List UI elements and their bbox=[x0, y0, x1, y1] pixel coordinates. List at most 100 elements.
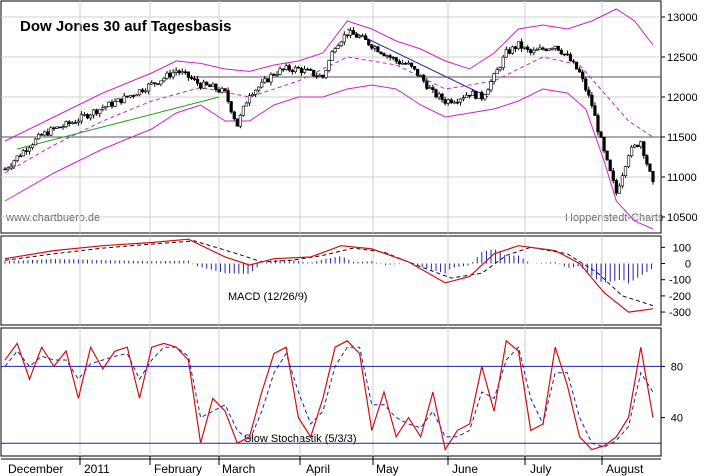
candle-body bbox=[336, 45, 340, 49]
candle-body bbox=[238, 114, 242, 127]
candle-body bbox=[278, 68, 282, 75]
trendline bbox=[17, 96, 220, 150]
month-label-december: December bbox=[8, 462, 63, 476]
candle-body bbox=[266, 78, 270, 83]
candle-body bbox=[516, 41, 521, 50]
price-tick-label: 11000 bbox=[667, 172, 697, 184]
candle-body bbox=[284, 65, 288, 70]
candle-body bbox=[147, 83, 151, 92]
candle-body bbox=[345, 34, 349, 37]
candle-body bbox=[312, 69, 316, 77]
candle-body bbox=[101, 107, 105, 110]
candle-body bbox=[483, 94, 487, 100]
candle-body bbox=[189, 77, 194, 79]
candle-body bbox=[535, 49, 539, 51]
macd-tick-label: -100 bbox=[669, 275, 691, 287]
candle-body bbox=[532, 49, 536, 53]
candle-body bbox=[333, 48, 337, 53]
candle-body bbox=[220, 88, 224, 93]
candle-body bbox=[382, 53, 386, 57]
candle-body bbox=[76, 120, 80, 123]
candle-body bbox=[501, 56, 505, 68]
candle-body bbox=[272, 74, 276, 76]
candle-body bbox=[461, 97, 466, 100]
candle-body bbox=[144, 90, 148, 93]
month-label-june: June bbox=[452, 462, 478, 476]
candle-body bbox=[159, 80, 163, 85]
candle-body bbox=[116, 98, 120, 102]
candle-body bbox=[608, 159, 612, 172]
candle-body bbox=[425, 80, 429, 89]
candle-body bbox=[330, 51, 334, 61]
candle-body bbox=[440, 93, 444, 100]
candle-body bbox=[306, 68, 310, 71]
candle-body bbox=[547, 48, 551, 51]
candle-body bbox=[27, 147, 32, 152]
candle-body bbox=[538, 47, 542, 50]
candle-body bbox=[354, 34, 359, 38]
trendline bbox=[347, 28, 489, 98]
price-tick-label: 12500 bbox=[667, 52, 698, 64]
price-tick-label: 13000 bbox=[667, 12, 698, 24]
macd-tick-label: -200 bbox=[669, 291, 691, 303]
candle-body bbox=[232, 111, 236, 120]
candle-body bbox=[40, 134, 44, 136]
candle-body bbox=[416, 68, 420, 76]
candle-body bbox=[61, 126, 65, 128]
candle-body bbox=[544, 48, 548, 51]
candle-body bbox=[205, 81, 209, 86]
candle-body bbox=[495, 69, 499, 75]
macd-label: MACD (12/26/9) bbox=[228, 291, 307, 303]
candle-body bbox=[263, 78, 267, 83]
candle-body bbox=[422, 75, 426, 82]
candle-body bbox=[244, 102, 249, 107]
candle-body bbox=[293, 66, 297, 73]
candle-body bbox=[562, 53, 566, 56]
candle-body bbox=[419, 75, 423, 77]
candle-body bbox=[162, 77, 166, 82]
candle-body bbox=[208, 84, 212, 87]
candle-body bbox=[324, 70, 328, 78]
candle-body bbox=[327, 60, 331, 71]
candle-body bbox=[107, 101, 111, 107]
candle-body bbox=[565, 53, 570, 56]
candle-body bbox=[351, 30, 356, 35]
chart-title: Dow Jones 30 auf Tagesbasis bbox=[20, 18, 231, 35]
candle-body bbox=[361, 35, 365, 38]
candle-body bbox=[269, 74, 273, 83]
candle-body bbox=[302, 68, 307, 73]
candle-body bbox=[6, 167, 10, 170]
candle-body bbox=[376, 46, 380, 53]
candle-body bbox=[254, 89, 258, 95]
candle-body bbox=[471, 91, 475, 96]
candle-body bbox=[88, 114, 93, 119]
candle-body bbox=[241, 105, 246, 116]
candle-body bbox=[195, 78, 200, 84]
candle-body bbox=[437, 93, 441, 98]
candle-body bbox=[498, 67, 502, 71]
candle-body bbox=[43, 131, 47, 136]
month-label-2011: 2011 bbox=[84, 462, 110, 476]
candle-body bbox=[556, 45, 560, 51]
macd-panel-frame bbox=[0, 235, 662, 326]
candle-body bbox=[584, 78, 588, 91]
candle-body bbox=[455, 101, 459, 104]
candle-body bbox=[58, 126, 62, 129]
candle-body bbox=[428, 87, 432, 89]
candle-body bbox=[626, 155, 631, 167]
candle-body bbox=[9, 165, 13, 169]
candle-body bbox=[400, 62, 404, 65]
candle-body bbox=[477, 92, 481, 99]
month-label-may: May bbox=[376, 462, 399, 476]
candle-body bbox=[513, 46, 518, 50]
candle-body bbox=[568, 54, 573, 62]
candle-body bbox=[523, 46, 527, 49]
candle-body bbox=[605, 150, 609, 161]
candle-body bbox=[85, 114, 90, 119]
candle-body bbox=[645, 155, 649, 165]
candle-body bbox=[590, 94, 594, 107]
month-label-february: February bbox=[154, 462, 202, 476]
candle-body bbox=[574, 61, 579, 70]
watermark-right: Hoppenstedt-Charts bbox=[565, 212, 664, 224]
candle-body bbox=[348, 30, 352, 36]
